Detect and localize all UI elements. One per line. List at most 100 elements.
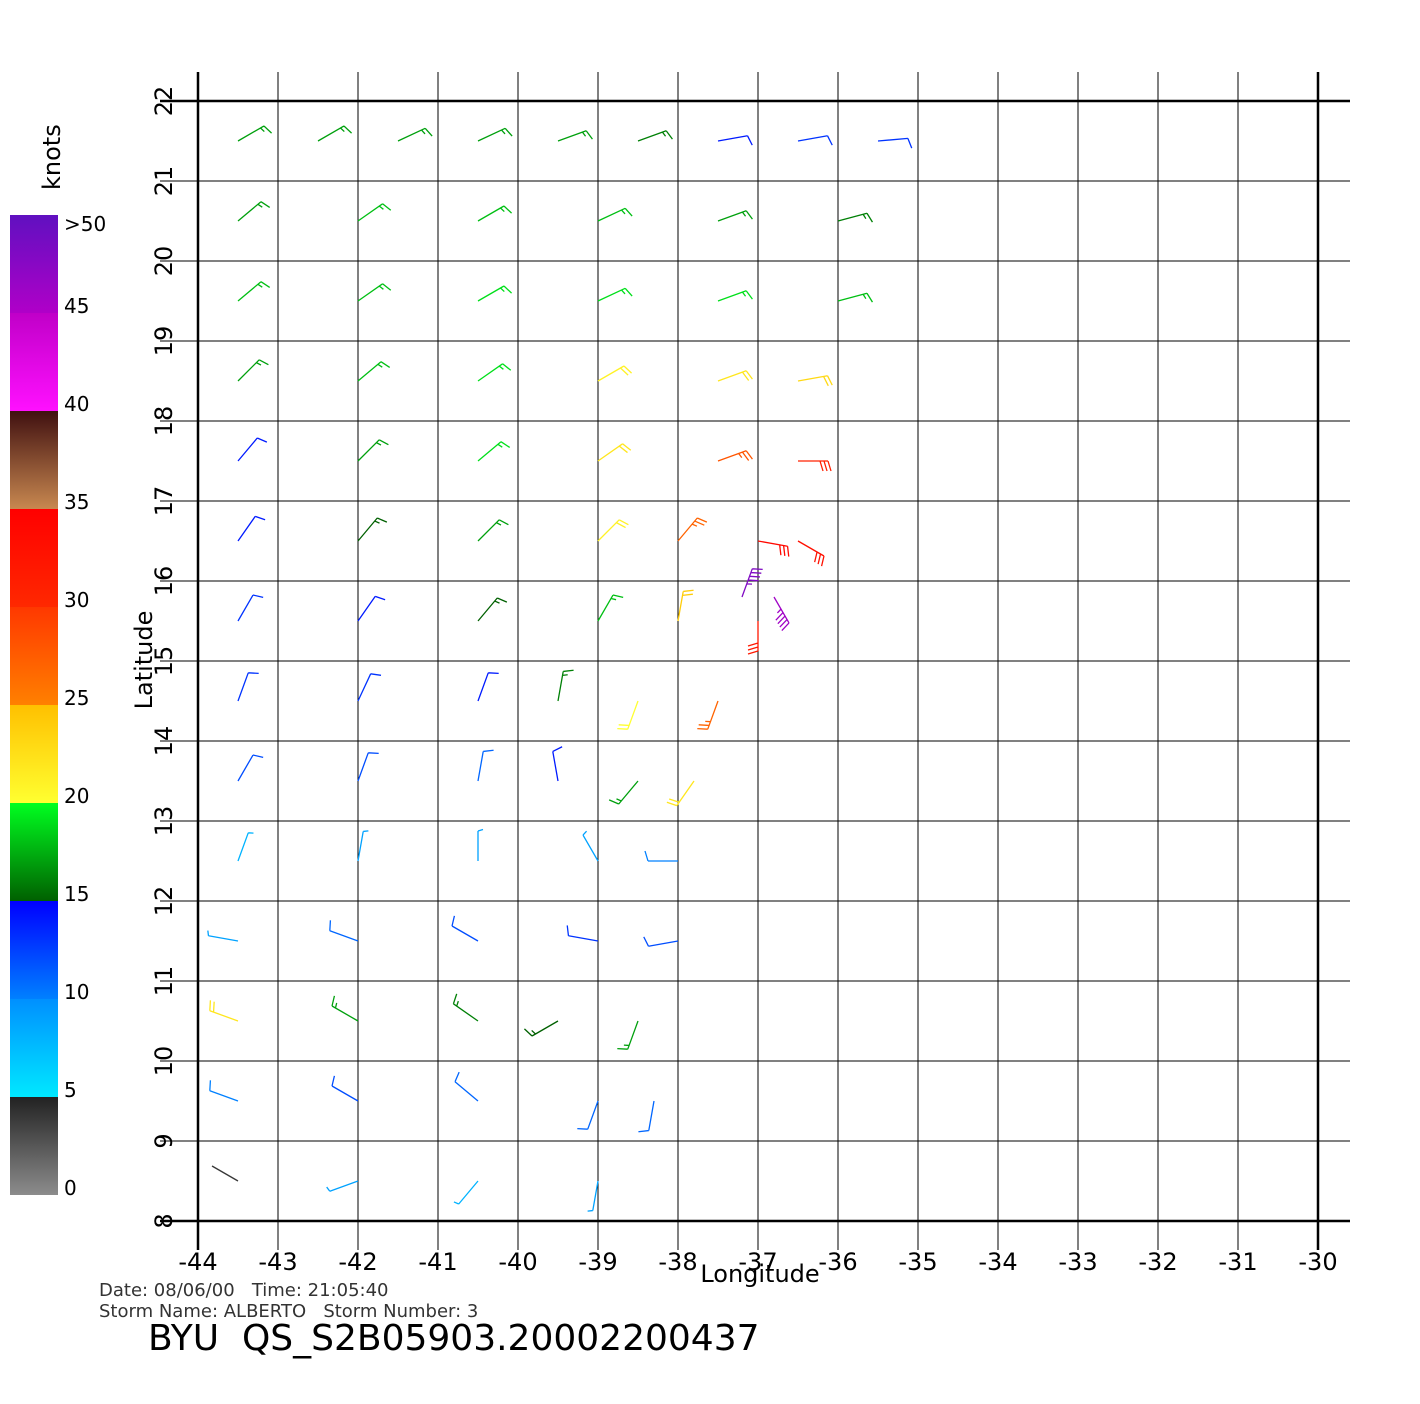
wind-barb: [237, 437, 268, 462]
x-tick-label: -41: [418, 1248, 457, 1276]
wind-barb: [577, 1100, 599, 1130]
wind-barb: [453, 1180, 479, 1205]
colorbar-segment: [10, 411, 58, 509]
colorbar-tick-label: >50: [64, 212, 106, 236]
y-tick-label: 9: [150, 1133, 178, 1148]
wind-barb: [237, 832, 254, 862]
x-tick-label: -39: [578, 1248, 617, 1276]
wind-barb: [637, 130, 673, 142]
wind-barb: [237, 125, 273, 142]
x-axis-label: Longitude: [700, 1260, 819, 1288]
wind-barb: [608, 780, 639, 805]
x-tick-label: -33: [1058, 1248, 1097, 1276]
x-tick-label: -31: [1218, 1248, 1257, 1276]
x-tick-label: -35: [898, 1248, 937, 1276]
wind-barb: [597, 287, 633, 302]
colorbar-segment: [10, 705, 58, 803]
wind-barb: [357, 595, 386, 622]
y-tick-label: 20: [150, 246, 178, 277]
wind-barb: [237, 201, 271, 222]
wind-barb: [677, 517, 708, 542]
wind-barb: [523, 1020, 559, 1037]
wind-barb: [797, 540, 825, 567]
wind-barb: [397, 127, 433, 142]
colorbar-segment: [10, 999, 58, 1097]
wind-barb: [597, 365, 633, 382]
y-tick-label: 13: [150, 806, 178, 837]
colorbar-tick-label: 10: [64, 980, 89, 1004]
wind-barb: [477, 441, 511, 462]
y-tick-label: 16: [150, 566, 178, 597]
wind-barb: [773, 596, 790, 632]
wind-barb: [357, 752, 379, 782]
wind-barb: [587, 1180, 599, 1212]
colorbar-segment: [10, 215, 58, 313]
wind-barb: [717, 450, 753, 462]
wind-barb: [477, 363, 512, 382]
wind-barb: [677, 589, 694, 622]
wind-barb: [452, 993, 479, 1022]
y-tick-label: 11: [150, 966, 178, 997]
wind-barb: [566, 925, 599, 942]
wind-barb: [877, 137, 913, 149]
wind-barb: [797, 135, 833, 146]
colorbar-tick-label: 35: [64, 490, 89, 514]
wind-barb: [797, 375, 833, 387]
wind-barb: [209, 1000, 239, 1022]
x-tick-label: -43: [258, 1248, 297, 1276]
wind-barb: [207, 930, 239, 942]
footer: BYU QS_S2B05903.20002200437: [148, 1318, 760, 1359]
wind-barb: [837, 212, 874, 223]
wind-barb: [451, 915, 479, 942]
wind-barb: [237, 594, 264, 622]
wind-barb: [357, 673, 382, 702]
wind-barb: [209, 1080, 239, 1102]
colorbar-segment: [10, 607, 58, 705]
x-tick-label: -36: [818, 1248, 857, 1276]
wind-barb: [666, 780, 695, 807]
wind-barb: [331, 995, 359, 1022]
x-tick-label: -37: [738, 1248, 777, 1276]
x-tick-label: -40: [498, 1248, 537, 1276]
colorbar-tick-label: 15: [64, 882, 89, 906]
wind-barb: [597, 594, 624, 622]
info-line: Storm Name: ALBERTO Storm Number: 3: [99, 1301, 478, 1322]
wind-barb: [329, 920, 359, 942]
wind-barb: [237, 359, 269, 382]
wind-barb: [638, 1100, 655, 1133]
wind-barb: [552, 746, 563, 782]
x-tick-label: -42: [338, 1248, 377, 1276]
wind-barb: [477, 519, 509, 542]
colorbar-tick-label: 30: [64, 588, 89, 612]
wind-barb: [357, 361, 391, 382]
wind-barb: [357, 830, 369, 862]
wind-barb: [582, 830, 599, 862]
colorbar-segment: [10, 509, 58, 607]
y-tick-label: 14: [150, 726, 178, 757]
wind-barb: [331, 1075, 359, 1102]
x-tick-label: -30: [1298, 1248, 1337, 1276]
y-tick-label: 21: [150, 166, 178, 197]
wind-barb: [617, 700, 639, 730]
wind-barb: [597, 207, 633, 222]
wind-barb: [357, 439, 389, 462]
wind-barb: [454, 1071, 479, 1102]
colorbar-tick-label: 0: [64, 1176, 77, 1200]
colorbar-tick-label: 20: [64, 784, 89, 808]
wind-barb: [317, 125, 353, 142]
wind-barb: [717, 290, 753, 302]
wind-barb: [717, 210, 753, 222]
wind-barb: [477, 285, 513, 302]
wind-barb: [643, 936, 679, 947]
colorbar-segment: [10, 803, 58, 901]
wind-barb: [597, 443, 632, 462]
x-tick-label: -34: [978, 1248, 1017, 1276]
wind-barb: [357, 283, 392, 302]
y-tick-label: 8: [150, 1213, 178, 1228]
wind-barb: [237, 754, 264, 782]
y-tick-label: 18: [150, 406, 178, 437]
wind-barb: [837, 292, 874, 303]
colorbar-label: knots: [38, 124, 66, 190]
wind-barb: [617, 1020, 639, 1050]
